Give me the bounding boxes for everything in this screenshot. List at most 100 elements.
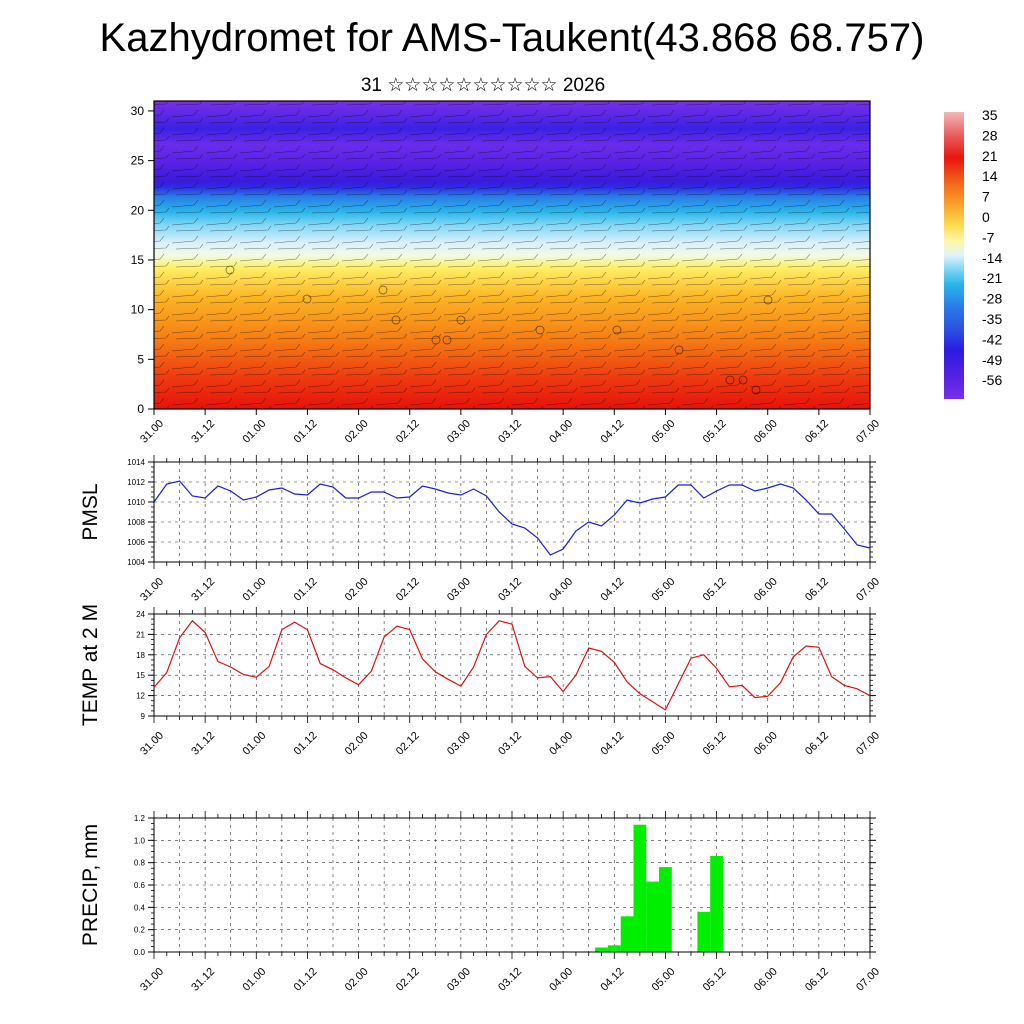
precip-bar: [710, 856, 723, 952]
section-x-tick-label: 31.00: [138, 418, 166, 446]
section-y-tick-label: 20: [131, 203, 145, 217]
x-tick-label: 04.00: [547, 576, 575, 604]
section-y-tick-label: 10: [131, 303, 145, 317]
x-tick-label: 05.12: [701, 966, 729, 994]
precip-bar: [607, 945, 621, 952]
section-calm-marker: [674, 345, 684, 355]
y-tick-label: 1004: [127, 558, 145, 567]
precip-grid: [153, 817, 871, 953]
y-tick-label: 1008: [127, 518, 145, 527]
section-x-tick-label: 31.12: [189, 418, 217, 446]
precip-bar: [595, 947, 608, 952]
x-tick-label: 31.00: [138, 576, 166, 604]
x-tick-label: 05.00: [650, 576, 678, 604]
section-x-tick-label: 01.00: [240, 418, 268, 446]
colorbar-label: -49: [982, 352, 1002, 368]
temp-axes: 9 12 15 18 21 24 31.00 31.12 01.00 01.12 02.00 02.1…: [136, 607, 882, 758]
temp-2m-line: [153, 619, 871, 711]
x-tick-label: 03.12: [496, 730, 524, 758]
colorbar-label: -56: [982, 372, 1002, 388]
y-tick-label: 24: [136, 610, 145, 619]
wind-barbs-layer: [154, 101, 870, 409]
section-y-tick-label: 15: [131, 253, 145, 267]
y-tick-label: 0.8: [134, 859, 146, 868]
pmsl-chart: 1004 1006 1008 1010 1012 1014 31.00 31.12 01.00 0…: [79, 455, 882, 604]
x-tick-label: 04.12: [598, 730, 626, 758]
x-tick-label: 03.12: [496, 576, 524, 604]
x-tick-label: 05.12: [701, 730, 729, 758]
section-calm-marker: [225, 265, 235, 275]
section-calm-marker: [763, 295, 773, 305]
vertical-section-chart: 0 5 10 15 20 25 30 31.00 31.12 01.00 01.12 02.00 02…: [131, 100, 882, 446]
section-x-tick-label: 05.00: [650, 418, 678, 446]
section-calm-marker: [302, 294, 312, 304]
y-tick-label: 1.2: [134, 814, 146, 823]
section-x-tick-label: 06.12: [803, 418, 831, 446]
pmsl-line: [153, 480, 871, 556]
temp-chart: 9 12 15 18 21 24 31.00 31.12 01.00 01.12 02.00 02.1…: [79, 604, 882, 758]
page-subtitle: 31 ☆☆☆☆☆☆☆☆☆☆ 2026: [360, 75, 606, 96]
section-calm-marker: [378, 285, 388, 295]
x-tick-label: 06.00: [752, 576, 780, 604]
x-tick-label: 07.00: [854, 966, 882, 994]
pmsl-axes: 1004 1006 1008 1010 1012 1014 31.00 31.12 01.00 0…: [127, 455, 882, 604]
x-tick-label: 01.12: [292, 966, 320, 994]
section-y-axis: 0 5 10 15 20 25 30: [131, 104, 154, 416]
y-tick-label: 15: [136, 671, 145, 680]
x-tick-label: 05.00: [650, 730, 678, 758]
y-tick-label: 1006: [127, 538, 145, 547]
x-tick-label: 02.12: [394, 730, 422, 758]
section-x-tick-label: 04.00: [547, 418, 575, 446]
section-calm-marker: [431, 335, 441, 345]
x-tick-label: 01.00: [240, 730, 268, 758]
colorbar-label: 7: [982, 189, 990, 205]
temp-series: [153, 619, 871, 711]
x-tick-label: 06.12: [803, 576, 831, 604]
pmsl-series: [153, 480, 871, 556]
colorbar-label: -35: [982, 311, 1002, 327]
section-x-tick-label: 02.00: [343, 418, 371, 446]
temp-ylabel: TEMP at 2 M: [79, 604, 102, 726]
x-tick-label: 04.00: [547, 966, 575, 994]
precip-bar: [697, 911, 711, 952]
x-tick-label: 04.12: [598, 576, 626, 604]
colorbar-label: 0: [982, 209, 990, 225]
x-tick-label: 05.12: [701, 576, 729, 604]
x-tick-label: 06.00: [752, 966, 780, 994]
section-x-tick-label: 07.00: [854, 418, 882, 446]
precip-bars: [595, 824, 723, 952]
section-x-tick-label: 03.00: [445, 418, 473, 446]
x-tick-label: 05.00: [650, 966, 678, 994]
x-tick-label: 04.00: [547, 730, 575, 758]
precip-bar: [620, 916, 634, 952]
precip-bar: [646, 881, 660, 952]
x-tick-label: 02.00: [343, 966, 371, 994]
x-tick-label: 03.00: [445, 730, 473, 758]
section-y-tick-label: 25: [131, 154, 145, 168]
x-tick-label: 06.00: [752, 730, 780, 758]
section-y-tick-label: 30: [131, 104, 145, 118]
x-tick-label: 07.00: [854, 576, 882, 604]
colorbar-ramp: [944, 112, 964, 399]
pmsl-ylabel: PMSL: [79, 483, 102, 540]
x-tick-label: 31.12: [189, 576, 217, 604]
colorbar-labels: 35 28 21 14 7 0 -7 -14 -21 -28 -35 -42 -49 -56: [982, 107, 1002, 388]
y-tick-label: 21: [136, 630, 145, 639]
x-tick-label: 31.00: [138, 730, 166, 758]
colorbar-label: -14: [982, 250, 1002, 266]
colorbar-label: -7: [982, 229, 995, 245]
y-tick-label: 12: [136, 692, 145, 701]
y-tick-label: 1012: [127, 478, 145, 487]
section-y-tick-label: 0: [137, 402, 144, 416]
x-tick-label: 02.12: [394, 576, 422, 604]
x-tick-label: 02.00: [343, 576, 371, 604]
section-calm-marker: [391, 315, 401, 325]
x-tick-label: 31.12: [189, 966, 217, 994]
section-x-tick-label: 03.12: [496, 418, 524, 446]
y-tick-label: 0.2: [134, 926, 146, 935]
section-calm-marker: [535, 325, 545, 335]
y-tick-label: 9: [141, 712, 146, 721]
section-x-tick-label: 01.12: [292, 418, 320, 446]
colorbar-label: 28: [982, 127, 998, 143]
